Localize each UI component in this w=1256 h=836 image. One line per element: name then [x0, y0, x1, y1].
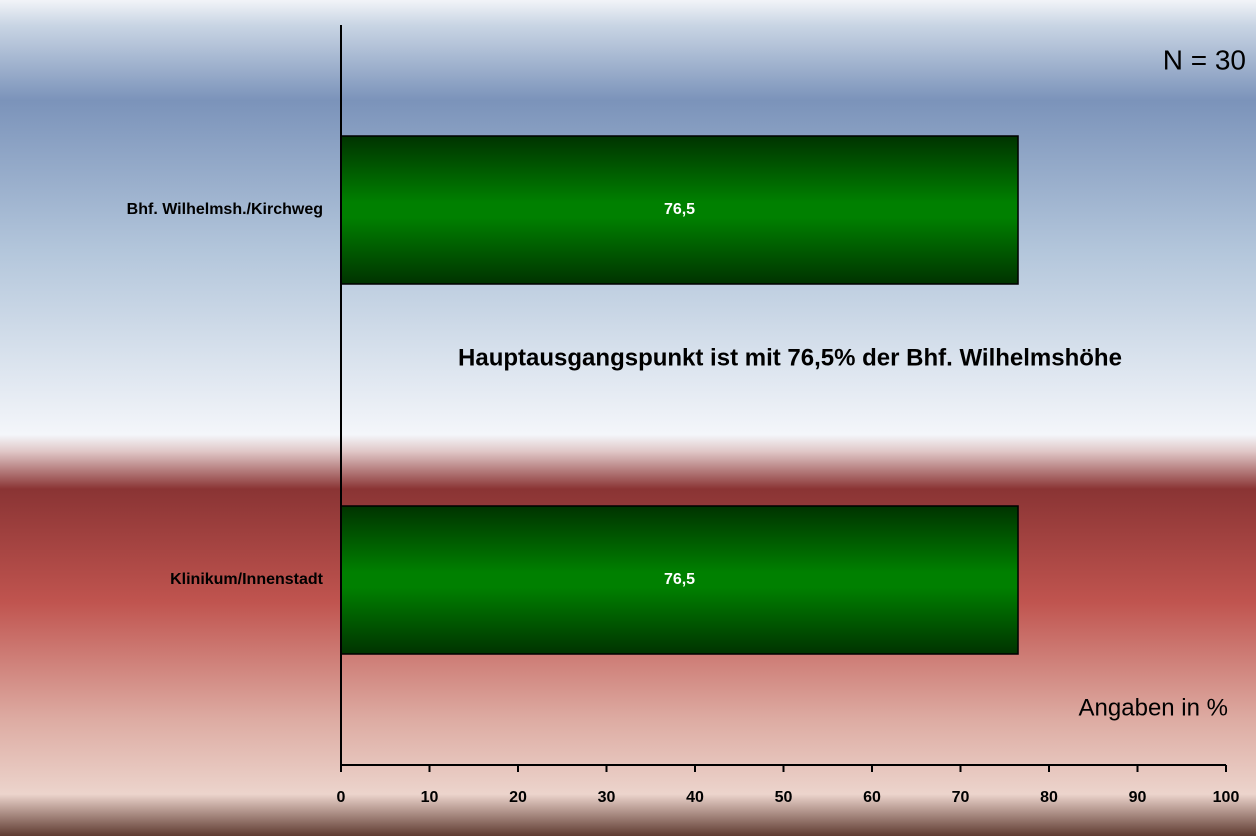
x-tick-label: 60 — [863, 789, 881, 806]
bar — [340, 505, 1019, 655]
x-tick-label: 70 — [952, 789, 970, 806]
x-tick-label: 50 — [775, 789, 793, 806]
x-tick-label: 40 — [686, 789, 704, 806]
unit-note: Angaben in % — [1079, 694, 1228, 721]
value-label: 76,5 — [664, 201, 695, 218]
x-tick-label: 30 — [598, 789, 616, 806]
x-tick-label: 100 — [1213, 789, 1240, 806]
x-tick-label: 20 — [509, 789, 527, 806]
x-tick-label: 90 — [1129, 789, 1147, 806]
value-label: 76,5 — [664, 571, 695, 588]
x-tick-label: 80 — [1040, 789, 1058, 806]
y-tick-label: Bhf. Wilhelmsh./Kirchweg — [127, 201, 323, 218]
bar — [340, 135, 1019, 285]
sample-size: N = 30 — [1163, 44, 1246, 75]
y-tick-label: Klinikum/Innenstadt — [170, 571, 324, 588]
x-tick-label: 0 — [337, 789, 346, 806]
x-tick-label: 10 — [421, 789, 439, 806]
headline: Hauptausgangspunkt ist mit 76,5% der Bhf… — [458, 344, 1122, 371]
